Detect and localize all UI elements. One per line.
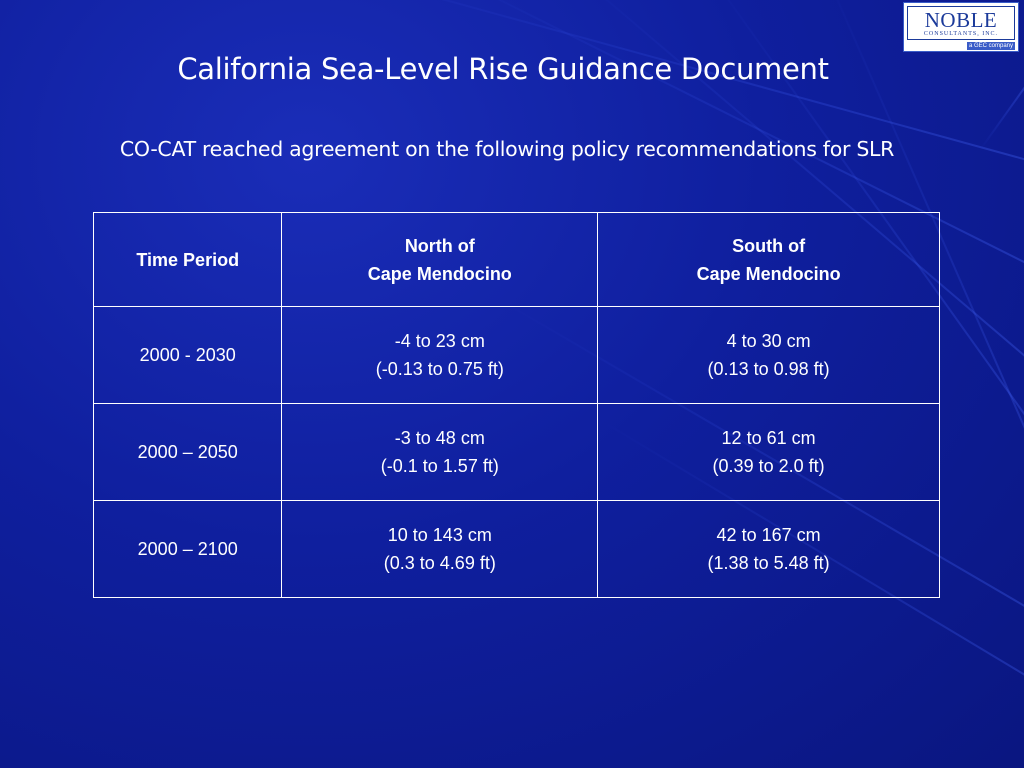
header-north: North of Cape Mendocino — [281, 212, 599, 307]
logo-company-tag: a GEC company — [966, 42, 1015, 50]
header-label: Cape Mendocino — [367, 263, 512, 284]
noble-consultants-logo: NOBLE CONSULTANTS, INC. a GEC company — [903, 2, 1019, 52]
header-south: South of Cape Mendocino — [597, 212, 940, 307]
logo-frame: NOBLE CONSULTANTS, INC. — [907, 6, 1015, 40]
table-row: 2000 - 2030 -4 to 23 cm (-0.13 to 0.75 f… — [92, 306, 940, 404]
south-cell: 42 to 167 cm (1.38 to 5.48 ft) — [597, 500, 940, 598]
value-ft: (0.39 to 2.0 ft) — [712, 456, 825, 476]
table-header-row: Time Period North of Cape Mendocino Sout… — [92, 212, 940, 307]
period-cell: 2000 – 2100 — [92, 500, 283, 598]
south-cell: 12 to 61 cm (0.39 to 2.0 ft) — [597, 403, 940, 501]
slide-subtitle: CO-CAT reached agreement on the followin… — [119, 137, 895, 161]
header-label: Time Period — [136, 249, 240, 270]
header-time-period: Time Period — [92, 212, 283, 307]
value-cm: 10 to 143 cm — [387, 525, 492, 545]
period-cell: 2000 - 2030 — [92, 306, 283, 404]
north-cell: 10 to 143 cm (0.3 to 4.69 ft) — [281, 500, 599, 598]
header-label: North of — [404, 235, 475, 256]
header-label: South of — [732, 235, 806, 256]
logo-name: NOBLE — [924, 8, 998, 32]
value-cm: -3 to 48 cm — [394, 428, 485, 448]
north-cell: -3 to 48 cm (-0.1 to 1.57 ft) — [281, 403, 599, 501]
north-cell: -4 to 23 cm (-0.13 to 0.75 ft) — [281, 306, 599, 404]
table-row: 2000 – 2100 10 to 143 cm (0.3 to 4.69 ft… — [92, 500, 940, 598]
period-cell: 2000 – 2050 — [92, 403, 283, 501]
value-ft: (0.3 to 4.69 ft) — [383, 553, 496, 573]
slide-title: California Sea-Level Rise Guidance Docum… — [177, 52, 829, 86]
header-label: Cape Mendocino — [696, 263, 841, 284]
value-ft: (-0.1 to 1.57 ft) — [380, 456, 499, 476]
value-cm: 42 to 167 cm — [716, 525, 821, 545]
slr-table: Time Period North of Cape Mendocino Sout… — [92, 212, 940, 598]
logo-subtitle: CONSULTANTS, INC. — [923, 31, 999, 37]
table-row: 2000 – 2050 -3 to 48 cm (-0.1 to 1.57 ft… — [92, 403, 940, 501]
value-cm: 12 to 61 cm — [721, 428, 816, 448]
value-cm: -4 to 23 cm — [394, 331, 485, 351]
value-ft: (0.13 to 0.98 ft) — [707, 359, 830, 379]
value-cm: 4 to 30 cm — [726, 331, 811, 351]
value-ft: (1.38 to 5.48 ft) — [707, 553, 830, 573]
value-ft: (-0.13 to 0.75 ft) — [375, 359, 504, 379]
south-cell: 4 to 30 cm (0.13 to 0.98 ft) — [597, 306, 940, 404]
